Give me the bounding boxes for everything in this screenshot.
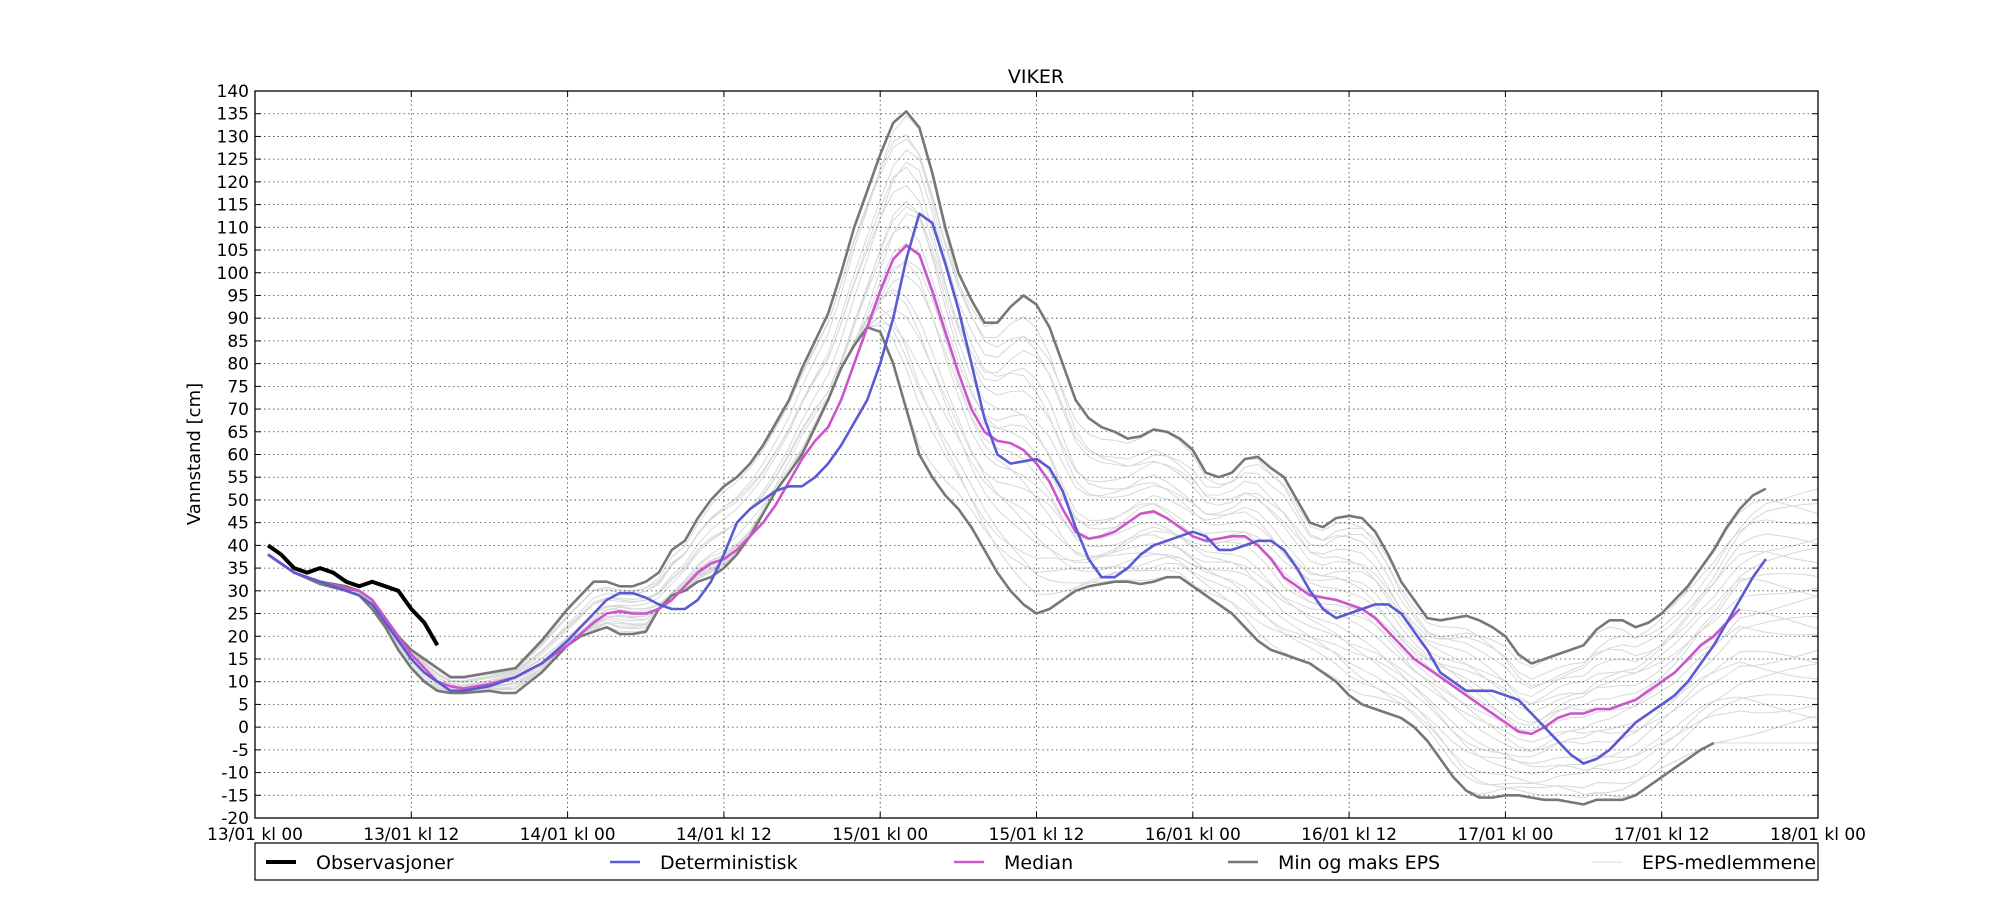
y-tick-label: 60 (227, 446, 249, 466)
x-tick-label: 16/01 kl 00 (1145, 825, 1241, 845)
eps-members-layer (267, 115, 1819, 799)
y-axis-label: Vannstand [cm] (184, 383, 205, 525)
x-tick-label: 16/01 kl 12 (1301, 825, 1397, 845)
legend-label: Deterministisk (660, 852, 798, 874)
y-tick-label: 90 (227, 309, 249, 329)
series-line-maks-eps (267, 110, 1767, 679)
y-tick-label: 10 (227, 673, 249, 693)
x-tick-label: 13/01 kl 12 (363, 825, 459, 845)
y-tick-label: 20 (227, 627, 249, 647)
y-tick-label: 45 (227, 514, 249, 534)
legend-label: EPS-medlemmene (1642, 852, 1816, 874)
eps-member-line (267, 261, 1819, 732)
y-tick-label: 30 (227, 582, 249, 602)
series-line-median (267, 244, 1741, 736)
eps-member-line (267, 316, 1819, 799)
y-tick-label: 50 (227, 491, 249, 511)
y-tick-label: 5 (238, 695, 249, 715)
y-tick-label: 140 (217, 82, 249, 102)
y-tick-label: 65 (227, 423, 249, 443)
y-tick-label: 75 (227, 377, 249, 397)
x-tick-label: 15/01 kl 00 (832, 825, 928, 845)
series-line-deterministisk (267, 212, 1767, 765)
y-tick-label: -20 (221, 809, 249, 829)
eps-member-line (267, 288, 1819, 775)
eps-member-line (267, 161, 1819, 713)
y-tick-label: 55 (227, 468, 249, 488)
y-tick-label: 105 (217, 241, 249, 261)
x-tick-label: 14/01 kl 12 (676, 825, 772, 845)
eps-member-line (267, 326, 1818, 795)
eps-member-line (267, 322, 1819, 772)
x-tick-label: 17/01 kl 12 (1614, 825, 1710, 845)
legend-label: Min og maks EPS (1278, 852, 1440, 874)
chart-title: VIKER (1008, 66, 1064, 88)
y-tick-label: -15 (221, 786, 249, 806)
y-tick-label: 125 (217, 150, 249, 170)
legend-label: Median (1004, 852, 1073, 874)
series-line-min-eps (267, 326, 1715, 806)
eps-member-line (267, 115, 1819, 689)
x-axis: 13/01 kl 00 13/01 kl 12 14/01 kl 00 14/01 k… (207, 91, 1866, 845)
eps-member-line (267, 307, 1819, 786)
legend-box (254, 842, 1819, 881)
x-tick-label: 17/01 kl 00 (1457, 825, 1553, 845)
y-tick-label: 0 (238, 718, 249, 738)
y-tick-label: 110 (217, 218, 249, 238)
eps-member-line (267, 205, 1819, 705)
y-tick-label: 80 (227, 355, 249, 375)
y-tick-label: 115 (217, 196, 249, 216)
y-tick-label: -5 (232, 741, 249, 761)
y-tick-label: 120 (217, 173, 249, 193)
y-tick-label: 95 (227, 286, 249, 306)
y-tick-label: 100 (217, 264, 249, 284)
eps-member-line (267, 134, 1819, 679)
eps-member-line (267, 308, 1819, 743)
eps-member-line (267, 149, 1819, 687)
series-layer (266, 110, 1767, 806)
y-tick-label: 70 (227, 400, 249, 420)
y-tick-label: 130 (217, 127, 249, 147)
y-tick-label: 25 (227, 605, 249, 625)
eps-member-line (267, 225, 1819, 705)
eps-member-line (267, 326, 1819, 798)
y-axis: -20-15-10-505101520253035404550556065707… (217, 82, 1818, 829)
eps-member-line (267, 184, 1819, 683)
x-tick-label: 18/01 kl 00 (1770, 825, 1866, 845)
x-tick-label: 15/01 kl 12 (989, 825, 1085, 845)
x-tick-label: 13/01 kl 00 (207, 825, 303, 845)
series-line-observasjoner (266, 543, 440, 647)
legend-label: Observasjoner (316, 852, 454, 874)
y-tick-label: 40 (227, 536, 249, 556)
y-tick-label: 135 (217, 105, 249, 125)
y-tick-label: 35 (227, 559, 249, 579)
legend: Observasjoner Deterministisk Median Min og … (266, 852, 1816, 874)
y-tick-label: 85 (227, 332, 249, 352)
y-tick-label: -10 (221, 764, 249, 784)
y-tick-label: 15 (227, 650, 249, 670)
x-tick-label: 14/01 kl 00 (520, 825, 616, 845)
